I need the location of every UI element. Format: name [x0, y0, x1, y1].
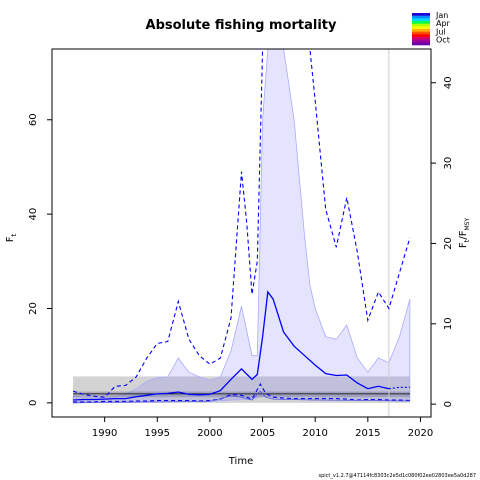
x-tick-label: 2020 — [408, 428, 433, 439]
chart-title: Absolute fishing mortality — [146, 18, 337, 33]
legend-swatch — [412, 15, 430, 19]
x-axis: 1990 1995 2000 2005 2010 2015 2020 — [92, 417, 433, 439]
legend-swatch — [412, 18, 430, 22]
plot-area — [72, 49, 411, 417]
y-left-tick-label: 60 — [28, 113, 39, 126]
median-line — [73, 290, 390, 401]
y-axis-right: 0 10 20 30 40 — [431, 76, 454, 407]
x-tick-label: 1990 — [92, 428, 117, 439]
y-axis-left-title: Ft — [5, 233, 18, 242]
legend-swatch — [412, 31, 430, 35]
median-forecast-line — [388, 386, 410, 390]
ci-shading — [72, 49, 411, 404]
legend-swatch — [412, 13, 430, 16]
y-axis-left: 0 20 40 60 — [28, 113, 52, 406]
y-right-tick-label: 40 — [443, 76, 454, 89]
legend-label: Oct — [436, 36, 450, 45]
fmsy-ci-overlap — [73, 391, 410, 398]
y-right-tick-label: 30 — [443, 157, 454, 170]
y-right-tick-label: 20 — [443, 237, 454, 250]
y-left-tick-label: 40 — [28, 208, 39, 221]
ci-lower-line — [73, 382, 410, 403]
ci-upper-line — [72, 49, 411, 398]
x-tick-label: 1995 — [145, 428, 170, 439]
legend-swatch — [412, 39, 430, 43]
legend-label: Jul — [435, 27, 446, 36]
x-tick-label: 2005 — [250, 428, 275, 439]
legend-swatch — [412, 34, 430, 38]
legend-swatch — [412, 26, 430, 30]
y-left-tick-label: 20 — [28, 302, 39, 315]
legend-label: Jan — [435, 11, 448, 20]
y-axis-right-title: Ft/FMSY — [458, 218, 471, 249]
legend-swatch — [412, 21, 430, 24]
legend-swatch — [412, 42, 430, 46]
ci-lower-solid-line — [73, 390, 410, 404]
y-right-tick-label: 10 — [443, 317, 454, 330]
legend-label: Apr — [436, 19, 451, 28]
legend-swatch — [412, 29, 430, 32]
x-tick-label: 2000 — [197, 428, 222, 439]
x-tick-label: 2015 — [355, 428, 380, 439]
x-axis-title: Time — [228, 456, 253, 467]
y-left-tick-label: 0 — [28, 400, 39, 406]
footnote: spict_v1.2.7@47114fc8303c2e5d1c080f02ee0… — [318, 473, 476, 479]
legend-swatch — [412, 23, 430, 27]
x-tick-label: 2010 — [302, 428, 327, 439]
plot-frame — [51, 48, 432, 418]
legend-swatch — [412, 37, 430, 40]
y-right-tick-label: 0 — [443, 401, 454, 407]
